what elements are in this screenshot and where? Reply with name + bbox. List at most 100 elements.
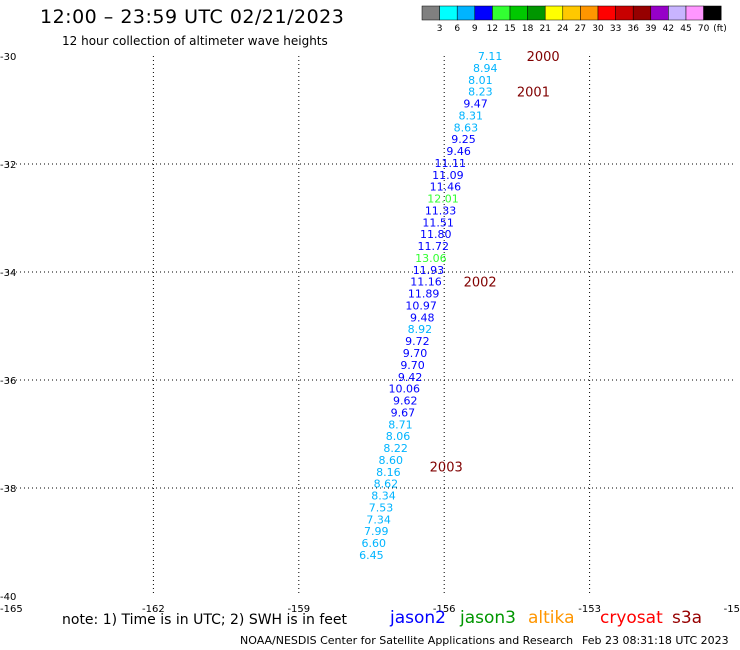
legend-swatch xyxy=(703,5,722,21)
wave-height-point: 11.51 xyxy=(422,216,454,229)
y-tick-label: -32 xyxy=(0,160,16,171)
wave-height-point: 8.06 xyxy=(386,430,411,443)
satellite-jason3-label: jason3 xyxy=(460,608,516,628)
legend-label: 18 xyxy=(522,24,534,34)
legend-label: 6 xyxy=(454,24,460,34)
legend-swatch xyxy=(509,5,528,21)
legend-swatch xyxy=(632,5,652,21)
wave-height-point: 9.70 xyxy=(403,347,428,360)
wave-height-point: 10.06 xyxy=(388,383,420,396)
legend-label: 36 xyxy=(627,24,639,34)
wave-height-point: 7.53 xyxy=(369,501,394,514)
legend-label: 33 xyxy=(610,24,621,34)
wave-height-point: 8.60 xyxy=(379,454,404,467)
legend-label: 24 xyxy=(557,24,569,34)
legend-swatch xyxy=(562,5,581,21)
satellite-s3a-label: s3a xyxy=(672,608,703,628)
wave-height-point: 9.67 xyxy=(391,406,416,419)
legend-swatch xyxy=(580,5,599,21)
y-tick-label: -34 xyxy=(0,268,16,279)
legend-swatch xyxy=(668,5,687,21)
wave-height-point: 11.16 xyxy=(410,276,442,289)
satellite-altika-label: altika xyxy=(528,608,575,628)
y-tick-label: -30 xyxy=(0,52,16,63)
wave-height-point: 8.31 xyxy=(458,109,483,122)
wave-height-point: 8.92 xyxy=(408,323,433,336)
footer-credit: NOAA/NESDIS Center for Satellite Applica… xyxy=(240,634,574,647)
wave-height-point: 11.46 xyxy=(430,181,462,194)
y-tick-label: -38 xyxy=(0,484,16,495)
wave-height-point: 6.60 xyxy=(362,537,387,550)
wave-height-point: 8.34 xyxy=(371,490,396,503)
wave-height-point: 9.48 xyxy=(410,311,435,324)
x-tick-label: -159 xyxy=(287,604,310,615)
wave-height-point: 9.46 xyxy=(446,145,471,158)
wave-height-point: 8.01 xyxy=(468,74,493,87)
footer-note: note: 1) Time is in UTC; 2) SWH is in fe… xyxy=(62,612,348,628)
legend-unit: (ft) xyxy=(713,24,727,34)
time-mark-label: 2001 xyxy=(517,86,550,101)
y-tick-label: -36 xyxy=(0,376,16,387)
wave-height-point: 11.93 xyxy=(413,264,445,277)
wave-height-point: 6.45 xyxy=(359,549,384,562)
wave-height-point: 9.25 xyxy=(451,133,476,146)
legend-label: 30 xyxy=(592,24,604,34)
legend-label: 15 xyxy=(504,24,515,34)
wave-height-point: 7.99 xyxy=(364,525,389,538)
wave-height-point: 13.06 xyxy=(415,252,447,265)
wave-height-point: 11.72 xyxy=(418,240,450,253)
legend-swatch xyxy=(439,5,458,21)
x-tick-label: -15 xyxy=(724,604,740,615)
wave-height-point: 8.23 xyxy=(468,86,493,99)
legend-swatch xyxy=(527,5,546,21)
legend-label: 9 xyxy=(472,24,478,34)
wave-height-point: 8.16 xyxy=(376,466,401,479)
wave-height-point: 11.11 xyxy=(435,157,467,170)
satellite-cryosat-label: cryosat xyxy=(600,608,663,628)
satellite-jason2-label: jason2 xyxy=(390,608,446,628)
x-tick-label: -165 xyxy=(0,604,23,615)
time-mark-label: 2002 xyxy=(464,276,497,291)
wave-height-point: 7.34 xyxy=(366,513,391,526)
chart-title: 12:00 – 23:59 UTC 02/21/2023 xyxy=(40,6,345,28)
wave-height-point: 9.62 xyxy=(393,395,418,408)
wave-height-point: 8.94 xyxy=(473,62,498,75)
legend-label: 39 xyxy=(645,24,657,34)
x-tick-label: -162 xyxy=(142,604,165,615)
wave-height-point: 11.09 xyxy=(432,169,464,182)
wave-height-point: 8.71 xyxy=(388,418,413,431)
wave-height-point: 9.47 xyxy=(463,98,488,111)
wave-height-point: 10.97 xyxy=(405,299,437,312)
legend-swatch xyxy=(685,5,704,21)
legend-label: 21 xyxy=(539,24,550,34)
legend-swatch xyxy=(456,5,476,21)
wave-height-point: 8.63 xyxy=(454,121,479,134)
wave-height-point: 7.11 xyxy=(478,50,503,63)
legend-label: 45 xyxy=(680,24,691,34)
legend-label: 27 xyxy=(575,24,586,34)
footer-timestamp: Feb 23 08:31:18 UTC 2023 xyxy=(582,634,729,647)
wave-height-point: 8.62 xyxy=(374,478,399,491)
legend-label: 3 xyxy=(437,24,443,34)
chart-subtitle: 12 hour collection of altimeter wave hei… xyxy=(62,34,328,48)
wave-height-point: 9.42 xyxy=(398,371,423,384)
time-mark-label: 2000 xyxy=(527,50,560,65)
legend-swatch xyxy=(615,5,634,21)
wave-height-point: 11.89 xyxy=(408,288,440,301)
wave-height-point: 9.70 xyxy=(400,359,425,372)
time-mark-label: 2003 xyxy=(430,460,463,475)
x-tick-label: -153 xyxy=(578,604,601,615)
legend-swatch xyxy=(597,5,616,21)
x-tick-label: -156 xyxy=(433,604,456,615)
legend-label: 42 xyxy=(663,24,674,34)
wave-height-point: 12.01 xyxy=(427,193,459,206)
legend-swatch xyxy=(544,5,564,21)
wave-height-point: 11.80 xyxy=(420,228,452,241)
legend-swatch xyxy=(650,5,669,21)
legend-swatch xyxy=(492,5,511,21)
wave-height-point: 8.22 xyxy=(383,442,408,455)
legend-label: 12 xyxy=(487,24,498,34)
wave-height-point: 11.33 xyxy=(425,204,457,217)
legend-label: 70 xyxy=(698,24,710,34)
